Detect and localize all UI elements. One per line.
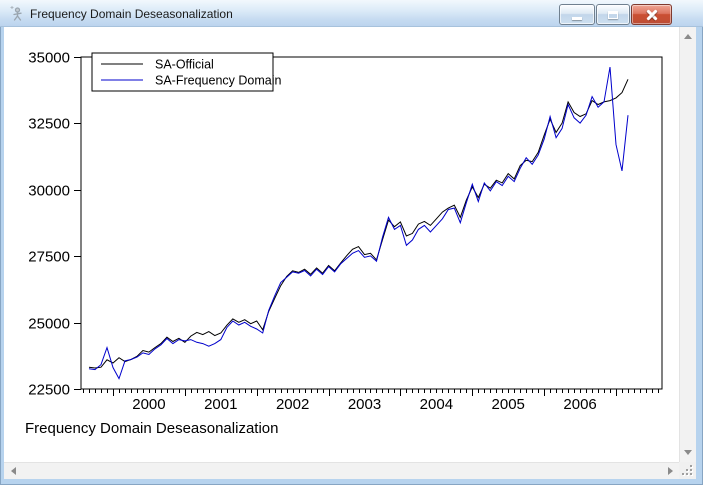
scroll-right-button[interactable] xyxy=(662,463,678,479)
x-axis-tick-label: 2000 xyxy=(132,396,165,413)
series-line-sa-frequency-domain xyxy=(88,67,629,380)
scroll-left-icon xyxy=(10,467,16,475)
chart-svg: 22500 25000 27500 30000 32500 35000 2000 2001 20… xyxy=(28,50,663,413)
x-axis-tick-label: 2002 xyxy=(276,396,309,413)
plot-frame xyxy=(80,56,663,390)
close-button[interactable] xyxy=(631,4,672,25)
maximize-icon xyxy=(608,10,618,19)
minimize-icon xyxy=(572,17,582,20)
y-axis-tick-label: 35000 xyxy=(28,50,70,67)
horizontal-scrollbar[interactable] xyxy=(4,462,679,479)
scroll-down-button[interactable] xyxy=(680,444,696,460)
x-axis-tick-label: 2004 xyxy=(420,396,453,413)
resize-grip-icon xyxy=(682,465,693,476)
x-axis-tick-label: 2003 xyxy=(348,396,381,413)
scroll-down-icon xyxy=(684,449,692,455)
y-axis-tick-label: 27500 xyxy=(28,249,70,266)
legend-box xyxy=(91,52,274,92)
x-axis-tick-label: 2006 xyxy=(563,396,596,413)
x-axis-tick-label: 2001 xyxy=(204,396,237,413)
y-axis-tick-label: 32500 xyxy=(28,116,70,133)
graph-client-area: 22500 25000 27500 30000 32500 35000 2000 2001 20… xyxy=(4,27,679,462)
vertical-scrollbar[interactable] xyxy=(679,27,696,462)
titlebar[interactable]: Frequency Domain Deseasonalization xyxy=(0,0,703,27)
y-axis-tick-label: 25000 xyxy=(28,316,70,333)
scroll-right-icon xyxy=(667,467,673,475)
maximize-button[interactable] xyxy=(596,4,630,25)
chart-footer-label: Frequency Domain Deseasonalization xyxy=(25,420,279,437)
scroll-up-icon xyxy=(684,33,692,39)
scroll-left-button[interactable] xyxy=(5,463,21,479)
y-axis-tick-label: 22500 xyxy=(28,382,70,399)
minimize-button[interactable] xyxy=(559,4,595,25)
window-title: Frequency Domain Deseasonalization xyxy=(30,7,233,21)
window-resize-grip[interactable] xyxy=(679,462,696,479)
legend-label: SA-Frequency Domain xyxy=(155,74,281,88)
scroll-up-button[interactable] xyxy=(680,28,696,44)
y-axis-tick-label: 30000 xyxy=(28,183,70,200)
legend-label: SA-Official xyxy=(155,58,214,72)
x-axis-tick-label: 2005 xyxy=(492,396,525,413)
series-line-sa-official xyxy=(88,79,629,369)
eviews-graph-object-icon[interactable] xyxy=(9,5,25,21)
